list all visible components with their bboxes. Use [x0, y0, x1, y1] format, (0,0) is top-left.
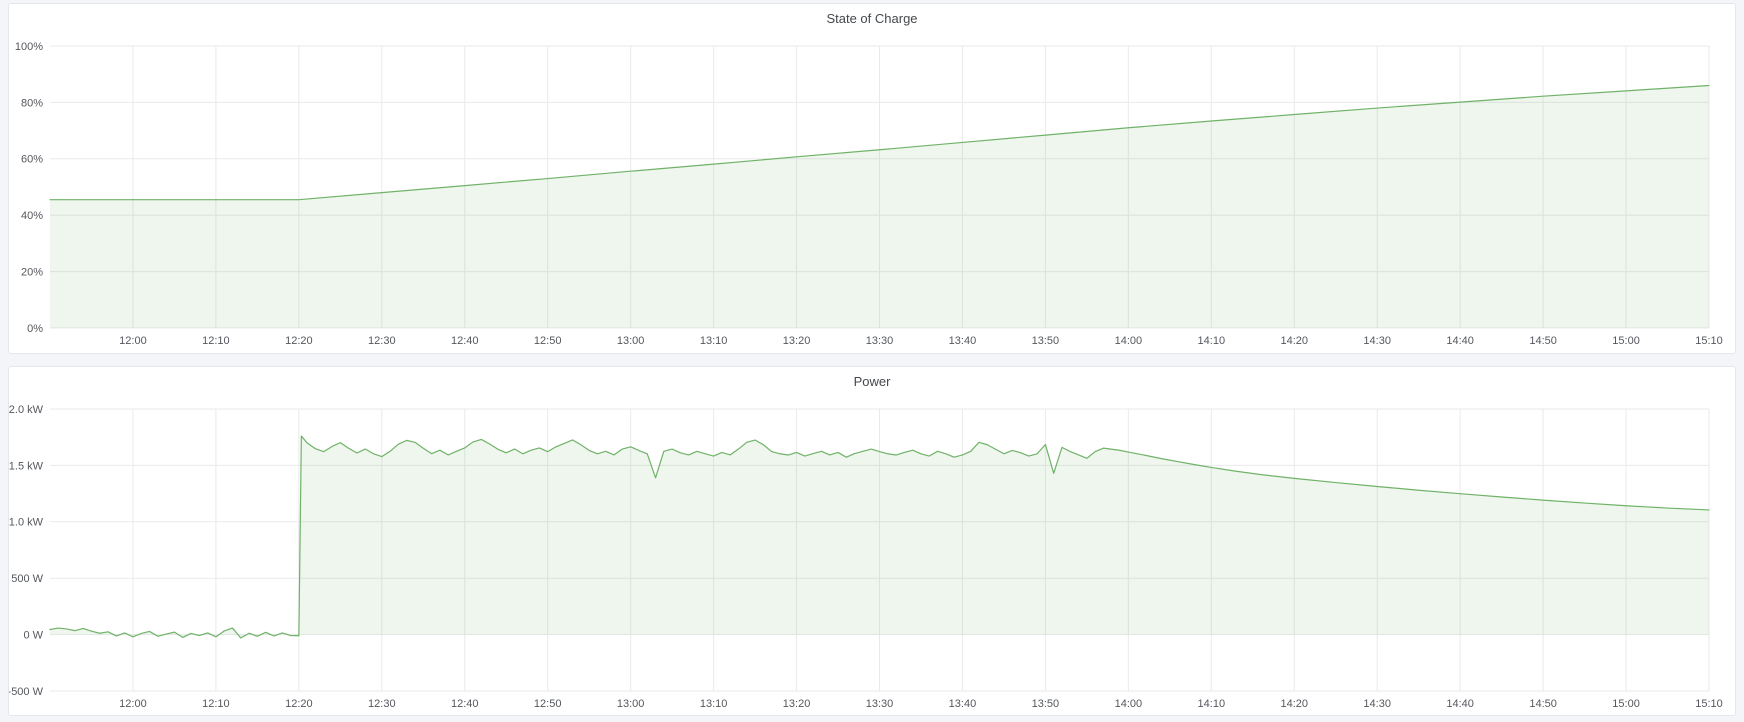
x-tick-label: 15:10 [1695, 698, 1723, 710]
x-tick-label: 12:10 [202, 698, 230, 710]
x-tick-label: 13:20 [783, 698, 811, 710]
y-tick-label: 0% [27, 323, 43, 335]
y-tick-label: 1.0 kW [9, 517, 44, 529]
y-tick-label: 60% [21, 154, 43, 166]
x-tick-label: 12:20 [285, 698, 313, 710]
series-area [50, 85, 1709, 328]
y-tick-label: 20% [21, 266, 43, 278]
y-tick-label: 80% [21, 97, 43, 109]
x-tick-label: 14:10 [1198, 335, 1226, 347]
x-tick-label: 12:10 [202, 335, 230, 347]
x-tick-label: 13:50 [1032, 335, 1060, 347]
x-tick-label: 12:20 [285, 335, 313, 347]
x-tick-label: 14:50 [1529, 335, 1557, 347]
x-tick-label: 14:50 [1529, 698, 1557, 710]
x-tick-label: 13:10 [700, 698, 728, 710]
x-tick-label: 13:00 [617, 335, 645, 347]
state-of-charge-chart[interactable]: 0% 20% 40% 60% 80% 100% 12:00 12:10 12:20 12:30 12… [9, 34, 1735, 353]
x-tick-label: 13:00 [617, 698, 645, 710]
power-panel-title[interactable]: Power [853, 374, 891, 389]
x-tick-label: 14:30 [1363, 698, 1391, 710]
x-tick-label: 12:00 [119, 698, 147, 710]
x-tick-label: 12:40 [451, 335, 479, 347]
y-tick-label: -500 W [9, 686, 44, 698]
series-line [49, 435, 1710, 639]
y-tick-label: 100% [15, 41, 43, 53]
x-tick-label: 12:50 [534, 335, 562, 347]
x-tick-label: 15:10 [1695, 335, 1723, 347]
x-tick-label: 12:30 [368, 335, 396, 347]
x-tick-label: 14:40 [1446, 698, 1474, 710]
y-tick-label: 500 W [11, 573, 43, 585]
x-tick-label: 12:40 [451, 698, 479, 710]
state-of-charge-panel-title[interactable]: State of Charge [826, 11, 918, 26]
power-chart[interactable]: -500 W 0 W 500 W 1.0 kW 1.5 kW 2.0 kW 12:00 12:… [9, 397, 1735, 715]
x-tick-label: 15:00 [1612, 698, 1640, 710]
x-tick-label: 13:40 [949, 335, 977, 347]
x-tick-label: 13:50 [1032, 698, 1060, 710]
x-tick-label: 13:30 [866, 335, 894, 347]
x-tick-label: 13:20 [783, 335, 811, 347]
y-tick-label: 1.5 kW [9, 460, 44, 472]
series-line [49, 84, 1710, 201]
x-tick-label: 14:10 [1198, 698, 1226, 710]
x-tick-label: 14:20 [1280, 698, 1308, 710]
x-tick-label: 13:40 [949, 698, 977, 710]
x-tick-label: 14:30 [1363, 335, 1391, 347]
y-tick-label: 0 W [23, 629, 43, 641]
x-tick-label: 14:40 [1446, 335, 1474, 347]
x-tick-label: 14:00 [1115, 698, 1143, 710]
x-tick-label: 12:50 [534, 698, 562, 710]
x-tick-label: 14:20 [1280, 335, 1308, 347]
x-tick-label: 12:00 [119, 335, 147, 347]
panel-state-of-charge: State of Charge 0% 20% 40% 60% 80% 100% 12:00 1… [8, 3, 1736, 354]
x-tick-label: 13:10 [700, 335, 728, 347]
x-tick-label: 12:30 [368, 698, 396, 710]
panel-power: Power -500 W 0 W 500 W 1.0 kW 1.5 kW 2.0 kW 12… [8, 366, 1736, 716]
x-tick-label: 14:00 [1115, 335, 1143, 347]
y-tick-label: 40% [21, 210, 43, 222]
series-area [50, 436, 1709, 638]
y-tick-label: 2.0 kW [9, 404, 44, 416]
x-tick-label: 13:30 [866, 698, 894, 710]
x-tick-label: 15:00 [1612, 335, 1640, 347]
